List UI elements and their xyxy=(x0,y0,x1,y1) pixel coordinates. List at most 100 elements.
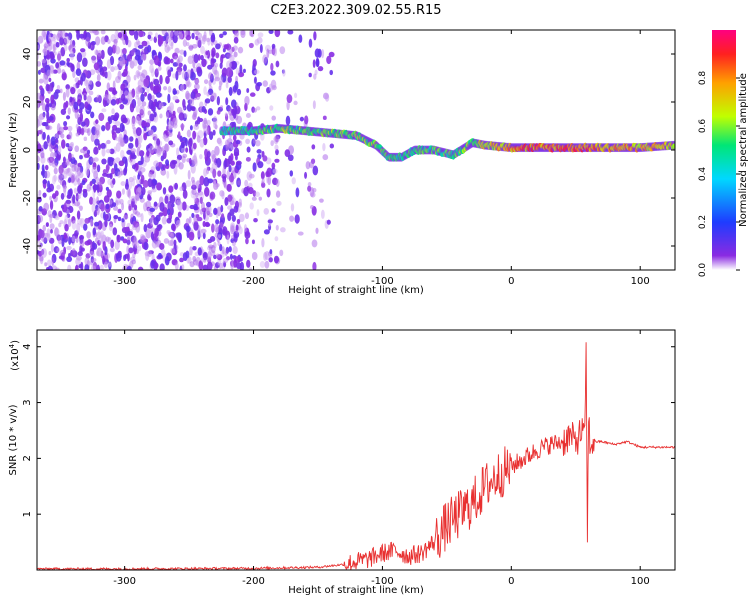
spectrogram-cell xyxy=(175,147,180,157)
spectrogram-cell xyxy=(43,141,48,150)
spectrogram-cell xyxy=(125,178,129,187)
spectrogram-cell xyxy=(97,143,102,151)
spectrogram-cell xyxy=(99,264,104,270)
spectrogram-cell xyxy=(38,78,44,84)
spectrogram-cell xyxy=(177,32,184,40)
y-tick-label: 40 xyxy=(22,48,33,61)
spectrogram-cell xyxy=(106,189,112,198)
spectrogram-cell xyxy=(261,182,266,188)
spectrogram-cell xyxy=(229,253,233,260)
spectrogram-cell xyxy=(243,186,249,197)
spectrogram-cell xyxy=(79,245,83,254)
spectrogram-cell xyxy=(148,196,152,201)
spectrogram-cell xyxy=(155,92,162,98)
spectrogram-cell xyxy=(197,247,202,256)
spectrogram-cell xyxy=(227,194,233,202)
spectrogram-cell xyxy=(263,208,270,215)
spectrogram-cell xyxy=(155,32,159,39)
spectrogram-cell xyxy=(229,54,235,62)
spectrogram-cell xyxy=(178,162,184,170)
spectrogram-cell xyxy=(181,201,187,211)
spectrogram-cell xyxy=(94,123,101,131)
x-tick-label: 0 xyxy=(508,276,514,287)
spectrogram-cell xyxy=(246,259,251,268)
spectrogram-cell xyxy=(105,164,110,171)
spectrogram-cell xyxy=(228,174,235,183)
spectrogram-cell xyxy=(207,64,213,70)
spectrogram-cell xyxy=(206,166,210,175)
snr-exponent-label: (x104) xyxy=(8,340,21,371)
spectrogram-cell xyxy=(312,261,317,270)
spectrogram-cell xyxy=(49,151,55,162)
spectrogram-cell xyxy=(62,156,66,163)
spectrogram-cell xyxy=(205,51,209,56)
spectrogram-cell xyxy=(113,39,118,49)
colorbar-tick-label: 0.8 xyxy=(698,71,708,86)
spectrogram-cell xyxy=(122,238,128,244)
spectrogram-cell xyxy=(179,135,183,143)
spectrogram-cell xyxy=(116,234,121,243)
colorbar-ticks: 0.0 0.2 0.4 0.6 0.8 xyxy=(698,71,740,277)
spectrogram-cell xyxy=(110,98,117,106)
spectrogram-cell xyxy=(96,206,100,216)
spectrogram-cell xyxy=(207,108,214,116)
spectrogram-cell xyxy=(49,195,52,201)
spectrogram-cell xyxy=(207,250,212,261)
spectrogram-cell xyxy=(230,160,235,166)
spectrogram-cell xyxy=(48,103,52,108)
spectrogram-cell xyxy=(275,148,279,156)
spectrogram-cell xyxy=(167,120,174,131)
spectrogram-cell xyxy=(214,62,219,68)
spectrogram-cell xyxy=(139,167,146,173)
spectrogram-cell xyxy=(315,57,320,68)
spectrogram-cell xyxy=(206,151,211,158)
spectrogram-cell xyxy=(165,75,170,85)
spectrogram-cell xyxy=(201,35,207,42)
spectrogram-cell xyxy=(246,88,250,93)
spectrogram-cell xyxy=(329,69,334,76)
spectrogram-cell xyxy=(189,137,193,147)
spectrogram-cell xyxy=(128,180,133,190)
spectrogram-cell xyxy=(211,223,215,233)
spectrogram-cell xyxy=(148,99,154,110)
spectrogram-cell xyxy=(136,147,141,157)
spectrogram-cell xyxy=(262,80,268,87)
spectrogram-cell xyxy=(174,55,178,61)
spectrogram-cell xyxy=(232,45,238,51)
spectrogram-cell xyxy=(93,146,99,155)
spectrogram-cell xyxy=(321,48,325,59)
spectrogram-cell xyxy=(50,243,54,253)
spectrogram-cell xyxy=(231,214,236,222)
spectrogram-cell xyxy=(222,166,226,177)
spectrogram-cell xyxy=(101,147,106,157)
spectrogram-cell xyxy=(225,97,229,106)
spectrogram-cell xyxy=(307,185,312,192)
spectrogram-cell xyxy=(185,147,189,153)
spectrogram-cell xyxy=(37,44,40,50)
spectrogram-cell xyxy=(108,87,115,92)
spectrogram-cell xyxy=(136,213,142,218)
spectrogram-cell xyxy=(128,142,134,149)
spectrogram-cell xyxy=(206,91,210,97)
spectrogram-cell xyxy=(44,262,48,267)
spectrogram-cell xyxy=(264,260,270,269)
spectrogram-cell xyxy=(153,111,157,118)
spectrogram-cell xyxy=(215,253,220,259)
spectrogram-cell xyxy=(41,248,48,258)
spectrogram-cell xyxy=(234,30,240,37)
spectrogram-cell xyxy=(325,93,330,102)
spectrogram-cell xyxy=(219,221,224,229)
spectrogram-cell xyxy=(236,115,243,125)
spectrogram-cell xyxy=(135,162,139,171)
spectrogram-cell xyxy=(91,55,97,64)
spectrogram-cell xyxy=(234,154,238,161)
spectrogram-cell xyxy=(126,265,132,270)
spectrogram-cell xyxy=(253,69,260,75)
spectrogram-cell xyxy=(226,183,232,192)
spectrogram-cell xyxy=(164,255,170,266)
spectrogram-cell xyxy=(192,255,197,262)
spectrogram-cell xyxy=(79,239,85,248)
spectrogram-cell xyxy=(127,230,133,237)
spectrogram-cell xyxy=(319,198,324,203)
spectrogram-cell xyxy=(105,186,109,191)
